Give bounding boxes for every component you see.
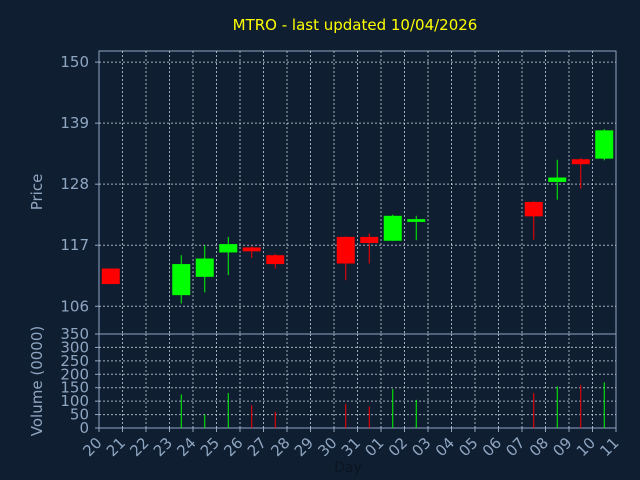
day-tick-label: 01 [361, 434, 387, 460]
candle-body [336, 236, 355, 264]
price-tick-label: 150 [60, 53, 89, 71]
candle-body [548, 177, 567, 182]
candle-body [266, 255, 285, 265]
candle-body [195, 258, 214, 277]
volume-tick-label: 350 [60, 325, 89, 343]
day-tick-label: 22 [126, 434, 152, 460]
day-tick-label: 27 [244, 434, 270, 460]
candle-body [101, 268, 120, 285]
day-tick-label: 28 [267, 434, 293, 460]
candle-body [524, 201, 543, 217]
day-tick-label: 20 [79, 434, 105, 460]
volume-tick-label: 0 [79, 419, 89, 437]
day-tick-label: 23 [150, 434, 176, 460]
candle-body [383, 215, 402, 241]
day-axis: 2021222324252627282930310102030405060708… [79, 428, 623, 460]
volume-tick-label: 300 [60, 338, 89, 356]
volume-bars [180, 382, 605, 428]
day-tick-label: 26 [220, 434, 246, 460]
day-tick-label: 02 [385, 434, 411, 460]
volume-grid [99, 334, 616, 428]
volume-tick-label: 250 [60, 352, 89, 370]
day-tick-label: 09 [549, 434, 575, 460]
candle-body [242, 247, 261, 252]
price-axis-label: Price [28, 174, 46, 211]
candle-body [407, 219, 426, 222]
chart-title: MTRO - last updated 10/04/2026 [233, 16, 478, 34]
candle-body [172, 264, 191, 296]
day-tick-label: 05 [455, 434, 481, 460]
candle-body [595, 130, 614, 159]
price-tick-label: 106 [60, 297, 89, 315]
day-tick-label: 30 [314, 434, 340, 460]
volume-plot-frame [98, 333, 617, 429]
day-tick-label: 31 [338, 434, 364, 460]
price-tick-label: 128 [60, 175, 89, 193]
day-tick-label: 21 [103, 434, 129, 460]
volume-tick-label: 100 [60, 392, 89, 410]
candles [101, 129, 614, 304]
price-panel: 106 117 128 139 150 [60, 50, 617, 335]
day-tick-label: 04 [432, 434, 458, 460]
day-axis-label: Day [334, 460, 362, 476]
day-tick-label: 11 [596, 434, 622, 460]
price-axis: 106 117 128 139 150 [60, 53, 99, 315]
volume-tick-label: 50 [70, 406, 89, 424]
volume-tick-label: 200 [60, 365, 89, 383]
volume-tick-label: 150 [60, 379, 89, 397]
day-tick-label: 08 [526, 434, 552, 460]
price-tick-label: 139 [60, 114, 89, 132]
day-tick-label: 07 [502, 434, 528, 460]
price-grid [99, 51, 616, 334]
day-tick-label: 06 [479, 434, 505, 460]
day-tick-label: 10 [573, 434, 599, 460]
candle-body [219, 244, 238, 253]
day-tick-label: 24 [173, 434, 199, 460]
volume-axis-label: Volume (0000) [28, 326, 46, 436]
candle-body [571, 159, 590, 165]
day-tick-label: 29 [291, 434, 317, 460]
price-tick-label: 117 [60, 236, 89, 254]
candle-body [360, 236, 379, 243]
day-tick-label: 25 [197, 434, 223, 460]
day-tick-label: 03 [408, 434, 434, 460]
